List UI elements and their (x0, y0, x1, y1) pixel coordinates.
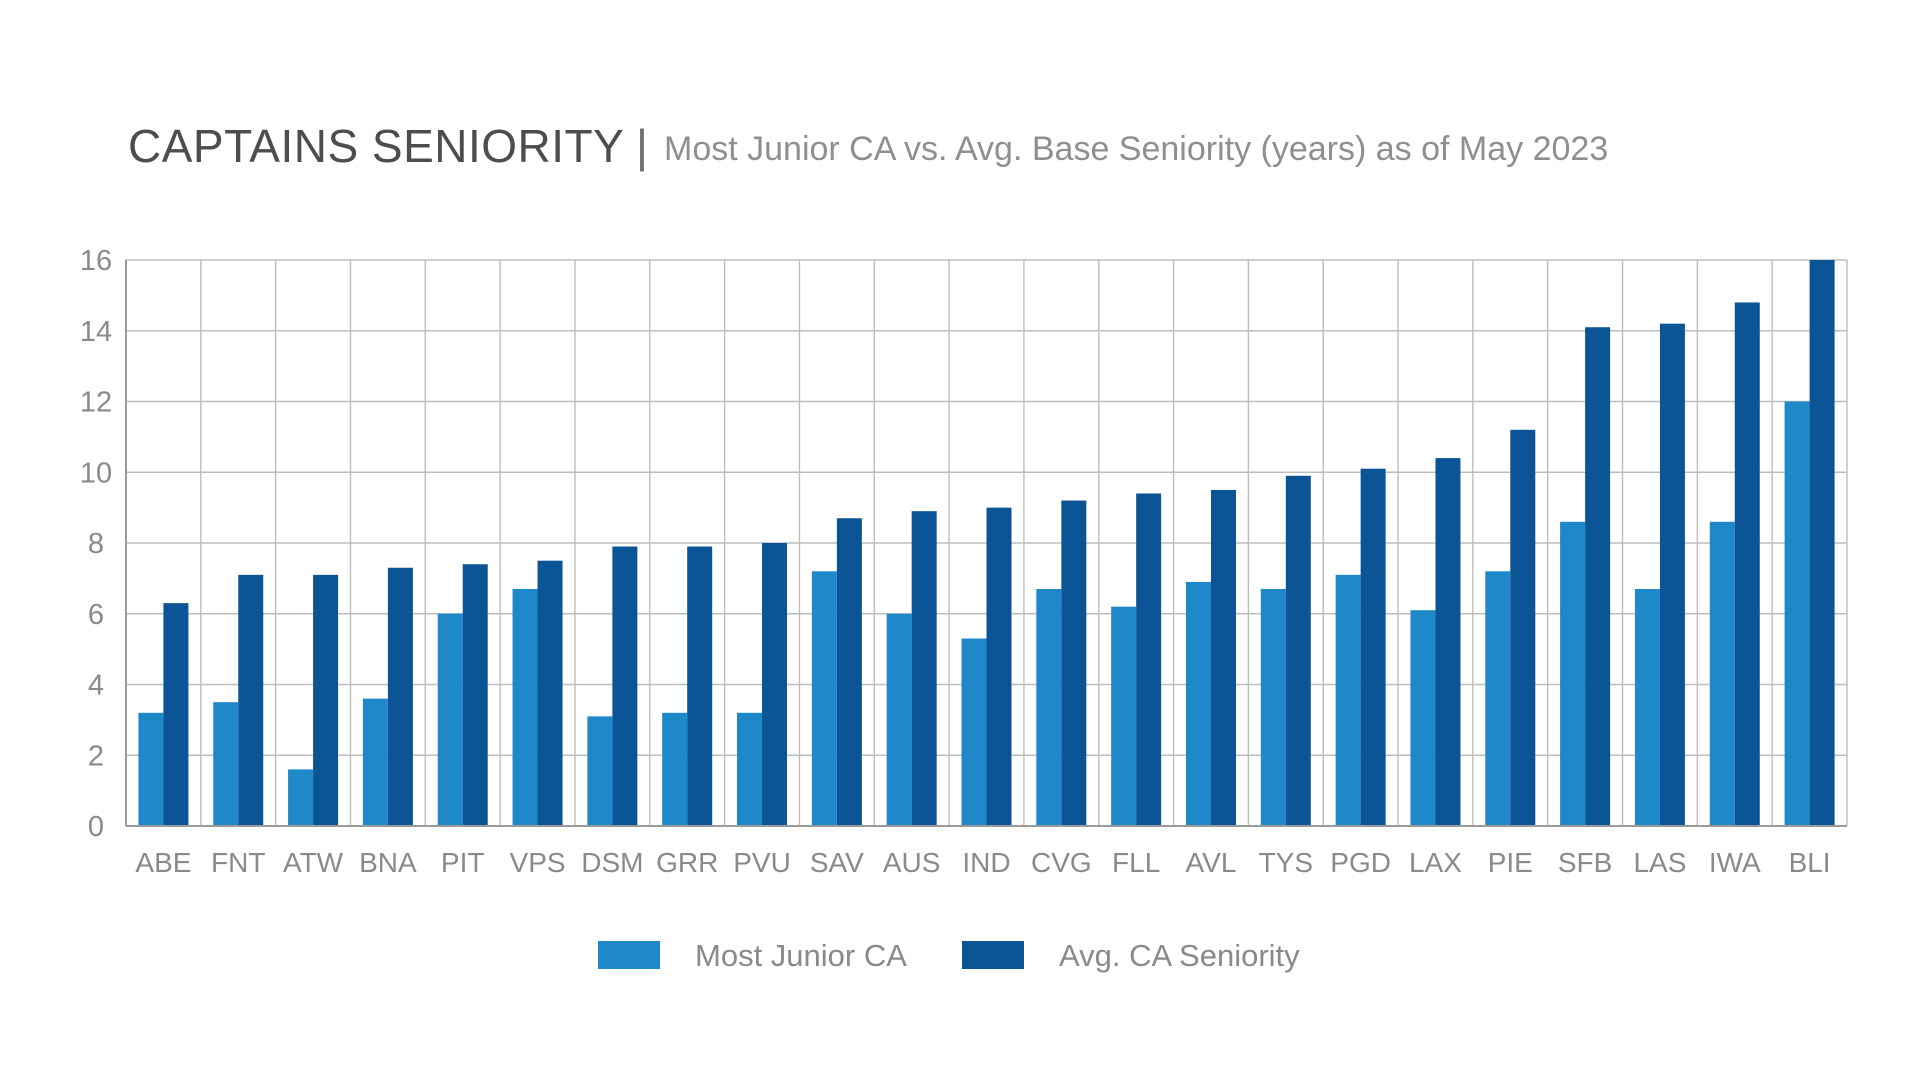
bar-avg-ca-seniority (986, 507, 1012, 827)
bar-most-junior-ca (811, 571, 837, 826)
bar-avg-ca-seniority (313, 574, 339, 826)
x-tick-label: ATW (283, 847, 344, 878)
bar-avg-ca-seniority (1136, 493, 1162, 826)
bar-most-junior-ca (662, 712, 688, 826)
bar-most-junior-ca (1260, 588, 1286, 826)
bar-avg-ca-seniority (687, 546, 713, 826)
x-tick-label: PIT (441, 847, 485, 878)
chart-title: CAPTAINS SENIORITY | Most Junior CA vs. … (128, 120, 1608, 172)
chart-title-separator: | (636, 120, 648, 172)
bar-most-junior-ca (1560, 521, 1586, 826)
x-tick-label: DSM (581, 847, 643, 878)
legend-swatch-most-junior-ca (598, 941, 660, 969)
x-tick-label: AUS (883, 847, 941, 878)
x-tick-label: SAV (810, 847, 864, 878)
x-tick-labels: ABE FNT ATW BNA PIT VPS DSM GRR PVU SAV AUS IND CVG F… (135, 847, 1830, 878)
x-tick-label: LAS (1633, 847, 1686, 878)
bar-most-junior-ca (1634, 588, 1660, 826)
y-tick-label: 16 (80, 245, 112, 277)
legend-label-most-junior-ca: Most Junior CA (695, 938, 907, 973)
bar-avg-ca-seniority (612, 546, 638, 826)
y-tick-label: 8 (88, 528, 104, 560)
bar-most-junior-ca (1111, 606, 1137, 826)
legend-swatch-avg-ca-seniority (962, 941, 1024, 969)
x-tick-label: LAX (1409, 847, 1462, 878)
x-tick-label: BNA (359, 847, 417, 878)
bar-most-junior-ca (961, 638, 987, 826)
x-tick-label: IND (962, 847, 1010, 878)
x-tick-label: FLL (1112, 847, 1160, 878)
y-tick-label: 0 (88, 811, 104, 843)
bar-avg-ca-seniority (537, 560, 563, 826)
y-tick-labels: 0 2 4 6 8 10 12 14 16 (80, 245, 112, 843)
bar-most-junior-ca (1709, 521, 1735, 826)
gridlines (126, 259, 1848, 826)
x-tick-label: IWA (1709, 847, 1761, 878)
bar-avg-ca-seniority (1061, 500, 1087, 826)
bar-avg-ca-seniority (1809, 260, 1835, 826)
bar-most-junior-ca (1185, 581, 1211, 826)
bar-avg-ca-seniority (1510, 429, 1536, 826)
x-tick-label: SFB (1558, 847, 1612, 878)
legend: Most Junior CA Avg. CA Seniority (598, 938, 1300, 973)
bar-avg-ca-seniority (387, 567, 413, 826)
bar-avg-ca-seniority (1659, 323, 1685, 826)
bar-avg-ca-seniority (1734, 302, 1760, 826)
bar-most-junior-ca (1784, 401, 1810, 826)
bar-avg-ca-seniority (1435, 458, 1461, 826)
bars (138, 260, 1835, 827)
bar-avg-ca-seniority (836, 518, 862, 826)
bar-avg-ca-seniority (163, 603, 189, 826)
bar-avg-ca-seniority (1210, 489, 1236, 826)
x-tick-label: ABE (135, 847, 191, 878)
x-tick-label: BLI (1789, 847, 1831, 878)
bar-most-junior-ca (138, 712, 164, 826)
chart-title-main: CAPTAINS SENIORITY (128, 120, 624, 172)
bar-avg-ca-seniority (911, 511, 937, 826)
bar-most-junior-ca (512, 588, 538, 826)
x-tick-label: TYS (1259, 847, 1313, 878)
x-tick-label: PIE (1488, 847, 1533, 878)
bar-most-junior-ca (1410, 610, 1436, 826)
y-tick-label: 12 (80, 387, 112, 419)
bar-most-junior-ca (362, 698, 388, 826)
bar-most-junior-ca (288, 769, 314, 826)
bar-most-junior-ca (587, 716, 613, 826)
bar-most-junior-ca (737, 712, 763, 826)
axes (125, 260, 1847, 827)
legend-label-avg-ca-seniority: Avg. CA Seniority (1059, 938, 1300, 973)
x-tick-label: CVG (1031, 847, 1092, 878)
bar-avg-ca-seniority (238, 574, 264, 826)
bar-most-junior-ca (437, 613, 463, 826)
bar-avg-ca-seniority (1360, 468, 1386, 826)
y-tick-label: 10 (80, 457, 112, 489)
x-tick-label: AVL (1186, 847, 1237, 878)
bar-most-junior-ca (886, 613, 912, 826)
bar-avg-ca-seniority (1585, 327, 1611, 826)
bar-most-junior-ca (1485, 571, 1511, 826)
y-tick-label: 6 (88, 599, 104, 631)
y-tick-label: 2 (88, 740, 104, 772)
x-tick-label: FNT (211, 847, 265, 878)
bar-avg-ca-seniority (762, 543, 788, 826)
bar-most-junior-ca (1335, 574, 1361, 826)
x-tick-label: VPS (510, 847, 566, 878)
bar-most-junior-ca (213, 702, 239, 826)
chart-subtitle: Most Junior CA vs. Avg. Base Seniority (… (664, 130, 1608, 168)
bar-most-junior-ca (1036, 588, 1062, 826)
y-tick-label: 14 (80, 316, 112, 348)
bar-avg-ca-seniority (462, 564, 488, 826)
x-tick-label: PVU (733, 847, 791, 878)
x-tick-label: GRR (656, 847, 718, 878)
y-tick-label: 4 (88, 670, 104, 702)
x-tick-label: PGD (1330, 847, 1391, 878)
bar-avg-ca-seniority (1285, 475, 1311, 826)
